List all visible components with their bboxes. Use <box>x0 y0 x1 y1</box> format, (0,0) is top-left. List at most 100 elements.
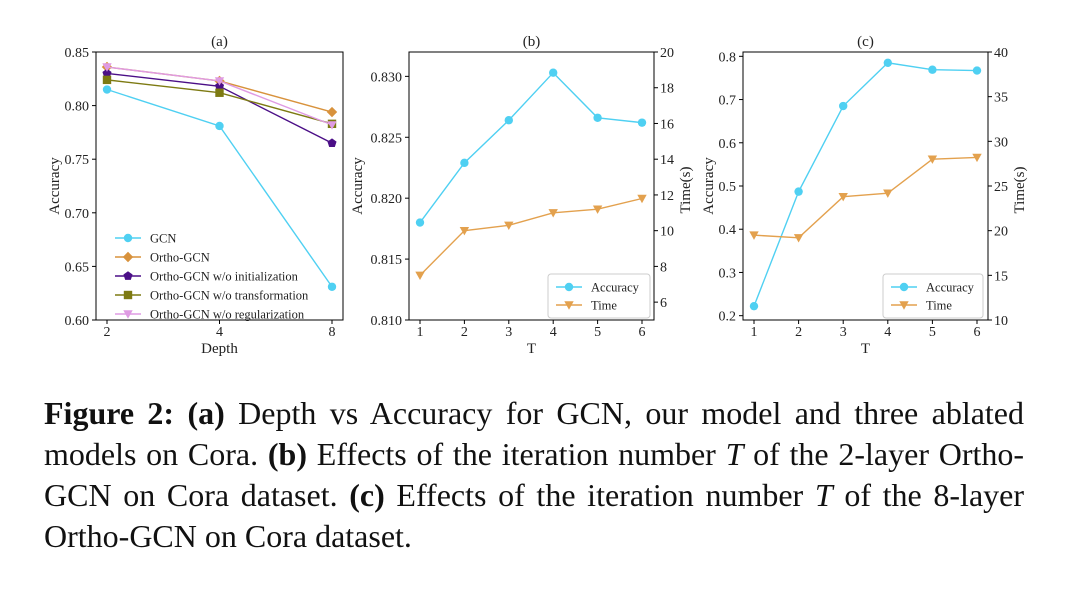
caption-text-c1: Effects of the iteration number <box>384 477 815 513</box>
x-tick-label: 1 <box>417 325 424 340</box>
legend-label: Accuracy <box>926 281 975 295</box>
data-point <box>102 63 112 72</box>
data-point <box>214 81 225 91</box>
legend-label: Ortho-GCN <box>150 251 210 265</box>
series-line <box>753 156 978 239</box>
data-point <box>883 189 893 198</box>
x-tick-label: 4 <box>884 325 891 340</box>
y2-tick-label: 35 <box>994 91 1008 106</box>
y2-tick-label: 14 <box>660 153 674 168</box>
y2-tick-label: 15 <box>994 269 1008 284</box>
data-point <box>928 65 937 74</box>
legend-marker <box>123 290 133 300</box>
chart-title: (b) <box>523 34 541 50</box>
x-tick-label: 3 <box>840 325 847 340</box>
data-point <box>883 58 892 68</box>
x-tick-label: 4 <box>550 325 557 340</box>
series-time <box>415 194 647 281</box>
data-point <box>460 158 469 168</box>
legend-marker <box>122 251 134 263</box>
caption-tag-c: (c) <box>349 477 385 513</box>
data-point <box>637 194 647 204</box>
x-tick-label: 6 <box>974 325 981 340</box>
legend: Accuracy Time <box>882 273 984 319</box>
y-tick-label: 0.8 <box>719 50 737 65</box>
y-axis-label: Accuracy <box>350 157 366 215</box>
plot-frame <box>408 51 655 321</box>
legend: GCN Ortho-GCN Ortho-GCN w/o initialization… <box>115 232 309 322</box>
chart-a-depth-vs-accuracy: (a) 2 4 8 Depth 0.60 0.65 0.70 0.75 0.80 0.85 Accur… <box>47 34 344 357</box>
data-point <box>593 113 602 122</box>
legend-box <box>547 273 651 319</box>
data-point <box>102 75 112 85</box>
y-tick-label: 0.65 <box>65 260 90 275</box>
x-tick-label: 5 <box>929 325 936 340</box>
data-point <box>326 106 338 118</box>
series-line <box>753 62 978 307</box>
data-point <box>504 221 514 231</box>
data-point <box>102 68 112 78</box>
data-point <box>327 138 337 148</box>
legend-box <box>882 273 984 319</box>
chart-title: (a) <box>211 34 228 50</box>
series-line <box>419 197 643 276</box>
legend-label: Ortho-GCN w/o regularization <box>150 308 305 322</box>
y2-tick-label: 25 <box>994 180 1008 195</box>
y-tick-label: 0.2 <box>719 310 737 325</box>
data-point <box>972 66 982 75</box>
y-tick-label: 0.85 <box>65 46 90 61</box>
caption-var-c: T <box>814 477 833 513</box>
data-point <box>327 121 337 130</box>
legend-marker <box>123 271 133 280</box>
data-point <box>972 153 982 163</box>
x-axis-label: Depth <box>201 341 238 357</box>
x-tick-label: 4 <box>216 325 223 340</box>
data-point <box>637 118 647 127</box>
legend-label: Time <box>591 299 617 313</box>
y-tick-label: 0.5 <box>719 180 737 195</box>
x-tick-label: 1 <box>751 325 758 340</box>
data-point <box>215 88 224 97</box>
y2-axis-label: Time(s) <box>678 167 694 214</box>
x-tick-label: 8 <box>329 325 336 340</box>
series-ortho-gcn-w-o-regularization <box>102 63 337 130</box>
legend: Accuracy Time <box>547 273 651 319</box>
caption-text-b2: of the 2-layer Ortho-GCN on Cora dataset… <box>44 436 1025 513</box>
chart-c-iteration-8-layer: (c) 1 2 3 4 5 6 T 0.2 0.3 0.4 0.5 0.6 0.7 0.8 Accuracy 1… <box>701 34 1028 357</box>
y2-tick-label: 40 <box>994 46 1008 61</box>
data-point <box>548 209 558 218</box>
legend-marker <box>899 282 909 292</box>
y-axis-label: Accuracy <box>701 157 717 215</box>
x-axis-label: T <box>861 341 870 357</box>
data-point <box>415 218 425 227</box>
legend-label: Time <box>926 299 952 313</box>
y-tick-label: 0.80 <box>65 100 90 115</box>
y2-tick-label: 8 <box>660 260 667 275</box>
caption-text-c2: of the 8-layer Ortho-GCN on Cora dataset… <box>44 477 1025 554</box>
legend-marker <box>564 282 574 292</box>
caption-tag-b: (b) <box>267 436 307 472</box>
x-tick-label: 2 <box>461 325 468 340</box>
y-tick-label: 0.3 <box>719 266 737 281</box>
y-tick-label: 0.825 <box>371 131 403 146</box>
y2-tick-label: 12 <box>660 189 674 204</box>
caption-var-b: T <box>725 436 744 472</box>
x-axis-label: T <box>527 341 536 357</box>
legend-label: Ortho-GCN w/o initialization <box>150 270 299 284</box>
y2-tick-label: 20 <box>660 46 674 61</box>
y2-axis-label: Time(s) <box>1012 167 1028 214</box>
caption-tag-a: (a) <box>187 395 225 431</box>
data-point <box>749 231 759 240</box>
data-point <box>504 116 513 125</box>
caption-label: Figure 2: <box>44 395 175 431</box>
series-accuracy <box>415 68 647 227</box>
data-point <box>749 301 759 311</box>
data-point <box>838 193 848 202</box>
y-tick-label: 0.815 <box>371 253 403 268</box>
legend-marker <box>123 233 133 243</box>
series-line <box>419 71 643 223</box>
y2-tick-label: 18 <box>660 82 674 97</box>
data-point <box>794 187 803 196</box>
chart-b-iteration-2-layer: (b)1 2 3 4 5 6T0.8100.8150.8200.8250.830Accur… <box>350 34 694 357</box>
